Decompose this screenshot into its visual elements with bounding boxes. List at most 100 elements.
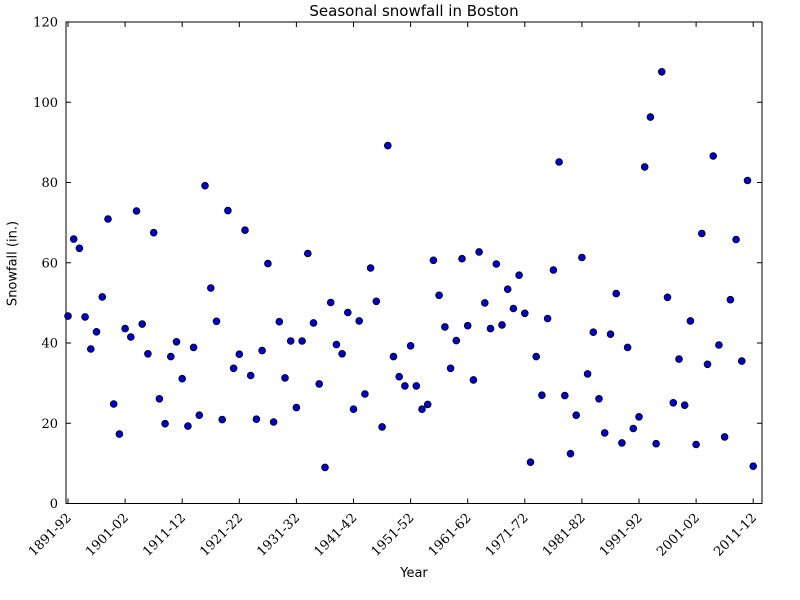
data-point — [532, 352, 540, 361]
data-point — [189, 343, 198, 352]
x-tick-label: 1971-72 — [483, 511, 532, 560]
data-point — [92, 327, 101, 336]
data-point — [480, 299, 489, 307]
data-point — [167, 352, 175, 361]
data-point — [697, 229, 706, 238]
data-point — [395, 372, 404, 381]
x-tick-label: 1961-62 — [426, 511, 475, 560]
data-point — [389, 352, 398, 361]
data-point — [635, 412, 643, 421]
data-point — [366, 264, 375, 272]
data-point — [515, 271, 523, 280]
tick-labels: 1891-92 1901-02 1911-12 1921-22 1931-32 1941-… — [26, 16, 760, 560]
data-point — [298, 337, 306, 345]
data-point — [264, 259, 272, 268]
data-point — [303, 249, 312, 258]
data-point — [578, 253, 586, 262]
data-point — [149, 228, 158, 237]
data-point — [372, 297, 381, 306]
data-point — [435, 291, 443, 300]
y-tick-label: 0 — [50, 497, 58, 512]
data-point — [378, 423, 386, 431]
x-tick-label: 2011-12 — [711, 511, 760, 560]
data-point — [618, 439, 626, 447]
data-point — [109, 400, 118, 408]
data-point — [526, 458, 535, 467]
data-point — [361, 390, 369, 398]
data-point — [441, 323, 449, 331]
x-tick-label: 1911-12 — [140, 511, 189, 560]
data-point — [338, 349, 346, 358]
y-tick-label: 20 — [41, 417, 58, 432]
data-point — [589, 328, 598, 337]
data-point — [412, 382, 421, 390]
data-point — [486, 324, 495, 333]
data-point — [743, 176, 752, 185]
data-point — [355, 317, 364, 325]
data-point — [281, 374, 289, 382]
data-point — [726, 295, 735, 304]
data-point — [423, 400, 432, 409]
data-point — [640, 163, 649, 171]
data-point — [144, 349, 152, 358]
data-point — [127, 333, 135, 341]
y-tick-label: 40 — [41, 337, 58, 352]
data-point — [720, 433, 729, 441]
data-point — [258, 346, 266, 355]
data-point — [543, 314, 552, 323]
data-point — [657, 68, 666, 76]
x-tick-label: 1991-92 — [597, 511, 646, 560]
data-point — [321, 463, 329, 472]
data-point — [663, 293, 672, 302]
data-point — [229, 364, 238, 373]
data-point — [595, 394, 603, 403]
data-point — [207, 284, 215, 292]
data-point — [675, 355, 683, 363]
data-point — [429, 256, 438, 265]
data-point — [737, 357, 746, 365]
data-point — [178, 374, 187, 383]
data-point — [418, 405, 426, 414]
data-point — [538, 391, 546, 400]
data-point — [121, 324, 129, 333]
data-point — [583, 370, 592, 378]
data-point — [87, 345, 95, 353]
y-axis-label: Snowfall (in.) — [5, 220, 21, 307]
data-point — [503, 285, 512, 294]
plot-area-border — [65, 21, 763, 504]
x-tick-label: 1901-02 — [83, 511, 132, 560]
data-point — [560, 391, 569, 400]
data-point — [509, 304, 518, 313]
data-point — [446, 364, 455, 373]
data-point — [572, 411, 580, 420]
data-point — [492, 260, 501, 268]
data-point — [212, 317, 221, 326]
data-point — [161, 419, 169, 428]
data-point — [98, 293, 107, 301]
data-point — [686, 317, 695, 325]
data-point — [246, 371, 255, 380]
data-point — [452, 336, 461, 345]
data-point — [629, 424, 638, 433]
data-point — [218, 415, 227, 424]
data-point — [669, 398, 678, 407]
data-point — [172, 337, 181, 346]
data-point — [600, 429, 609, 437]
data-point — [549, 266, 558, 274]
tick-marks — [66, 21, 762, 504]
data-point — [201, 181, 209, 190]
data-point — [652, 439, 660, 448]
data-point — [275, 317, 284, 326]
data-point — [269, 418, 278, 426]
data-point — [343, 308, 352, 317]
data-point — [703, 360, 712, 369]
data-point — [184, 422, 192, 430]
data-point — [64, 312, 72, 320]
data-point — [309, 319, 318, 327]
data-point — [606, 330, 615, 339]
chart-title: Seasonal snowfall in Boston — [309, 2, 519, 20]
data-point — [612, 289, 620, 298]
data-point — [555, 158, 563, 166]
data-point — [132, 207, 141, 215]
